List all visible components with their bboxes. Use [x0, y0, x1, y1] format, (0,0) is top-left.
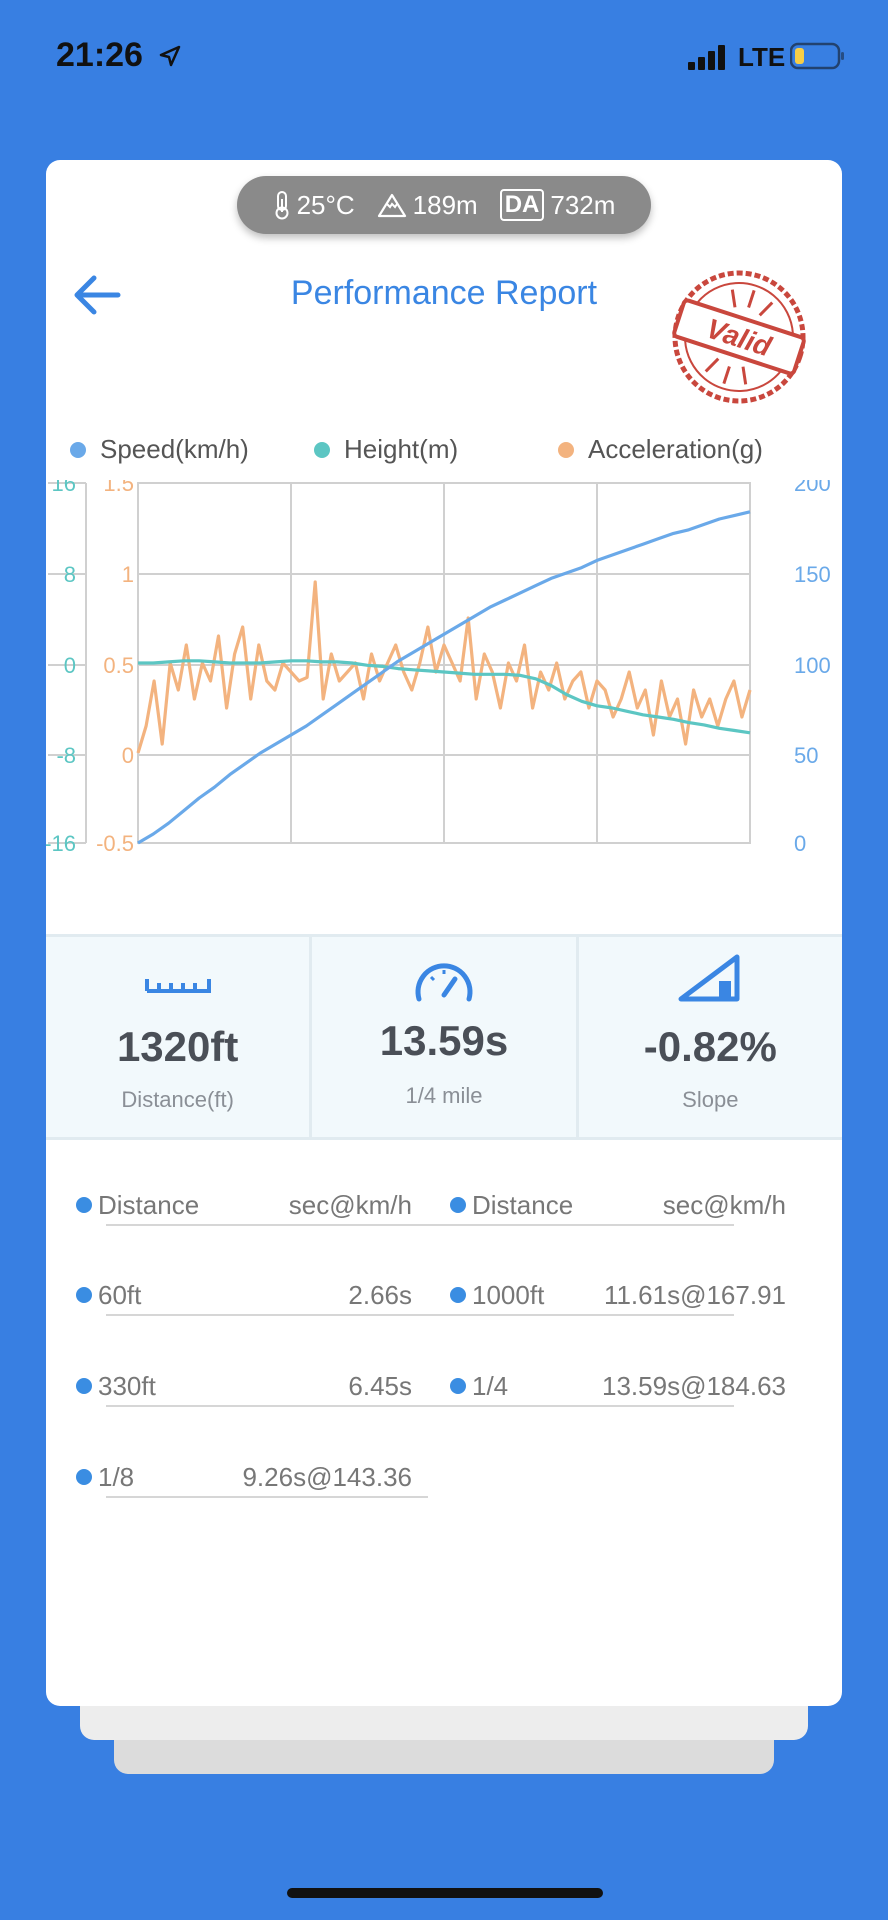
split-value: 9.26s@143.36: [242, 1462, 412, 1492]
split-dot: [76, 1197, 92, 1213]
split-value: 6.45s: [348, 1371, 412, 1401]
stats-row: 1320ft Distance(ft) 13.59s 1/4 mile -0.8…: [46, 934, 842, 1140]
split-value: 11.61s@167.91: [603, 1280, 786, 1310]
stat-quarter-mile-label: 1/4 mile: [405, 1083, 483, 1108]
valid-stamp-icon: Valid: [672, 270, 806, 404]
split-header-name: Distance: [472, 1190, 574, 1220]
split-header-name: Distance: [98, 1190, 200, 1220]
split-value: 13.59s@184.63: [602, 1371, 786, 1401]
split-name: 1000ft: [472, 1280, 545, 1310]
thermometer-icon: [275, 191, 289, 220]
legend-acceleration-label: Acceleration(g): [588, 434, 763, 464]
ruler-icon: [144, 979, 211, 993]
speed-tick-label: 150: [794, 562, 831, 587]
report-card: 25°C 189m DA 732m Performance Report: [46, 160, 842, 1706]
split-row: 1000ft 11.61s@167.91: [450, 1254, 786, 1344]
split-dot: [450, 1197, 466, 1213]
speed-tick-label: 50: [794, 743, 818, 768]
height-tick-label: -16: [46, 831, 76, 856]
split-divider: [106, 1496, 428, 1498]
legend-height-dot: [314, 441, 330, 458]
speed-tick-label: 0: [794, 831, 806, 856]
accel-tick-label: 1: [122, 562, 134, 587]
split-name: 1/4: [472, 1371, 509, 1401]
legend-speed-dot: [70, 441, 86, 458]
legend-speed-label: Speed(km/h): [100, 434, 249, 464]
split-dot: [450, 1287, 466, 1303]
split-dot: [76, 1469, 92, 1485]
height-tick-label: 8: [64, 562, 76, 587]
accel-tick-label: 0.5: [103, 653, 134, 678]
split-row: 1/4 13.59s@184.63: [450, 1345, 786, 1435]
da-badge-icon: DA: [499, 189, 545, 221]
legend-acceleration: Acceleration(g): [558, 434, 763, 465]
speed-tick-label: 100: [794, 653, 831, 678]
chart-legend: Speed(km/h) Height(m) Acceleration(g): [70, 434, 830, 474]
stat-slope: -0.82% Slope: [575, 937, 842, 1137]
density-altitude-value: 732m: [550, 189, 616, 220]
split-divider: [106, 1224, 734, 1226]
cellular-signal-icon: [688, 45, 725, 70]
legend-height-label: Height(m): [344, 434, 459, 464]
split-header-value: sec@km/h: [288, 1190, 412, 1220]
stat-quarter-mile: 13.59s 1/4 mile: [309, 937, 575, 1137]
status-bar: 21:26 LTE: [0, 0, 888, 110]
home-indicator[interactable]: [287, 1888, 603, 1898]
split-divider: [106, 1314, 734, 1316]
splits-header-left: Distance sec@km/h: [76, 1164, 412, 1254]
height-line: [138, 659, 751, 735]
conditions-pill: 25°C 189m DA 732m: [237, 176, 651, 234]
mountain-icon: [377, 193, 406, 218]
accel-tick-label: 1.5: [103, 480, 134, 496]
stat-distance: 1320ft Distance(ft): [46, 937, 309, 1137]
accel-tick-label: -0.5: [96, 831, 134, 856]
legend-height: Height(m): [314, 434, 458, 465]
speedometer-icon: [415, 963, 473, 1002]
splits-header-right: Distance sec@km/h: [450, 1164, 786, 1254]
density-altitude-item: DA 732m: [499, 189, 616, 221]
legend-acceleration-dot: [558, 441, 574, 458]
accel-tick-label: 0: [122, 743, 134, 768]
split-header-value: sec@km/h: [662, 1190, 786, 1220]
temperature-item: 25°C: [273, 190, 355, 221]
split-name: 330ft: [98, 1371, 156, 1401]
split-row: 1/8 9.26s@143.36: [76, 1436, 412, 1526]
split-value: 2.66s: [348, 1280, 412, 1310]
back-arrow-icon[interactable]: [66, 264, 128, 326]
status-time: 21:26: [56, 36, 143, 74]
performance-chart: 16 8 0 -8 -16 1.5 1 0.5 0 -0.5 200 150 100 50 0: [46, 480, 831, 856]
height-tick-label: 0: [64, 653, 76, 678]
speed-tick-label: 200: [794, 480, 831, 496]
speed-line: [137, 510, 751, 845]
battery-icon: [790, 42, 844, 70]
stat-slope-value: -0.82%: [643, 1023, 777, 1070]
split-row: 60ft 2.66s: [76, 1254, 412, 1344]
altitude-item: 189m: [377, 190, 478, 221]
stat-distance-value: 1320ft: [116, 1023, 239, 1070]
altitude-value: 189m: [412, 189, 478, 220]
split-name: 60ft: [98, 1280, 142, 1310]
split-dot: [76, 1287, 92, 1303]
slope-icon: [678, 954, 740, 1002]
split-row: 330ft 6.45s: [76, 1345, 412, 1435]
temperature-value: 25°C: [296, 189, 355, 220]
split-dot: [450, 1378, 466, 1394]
acceleration-line: [136, 580, 752, 754]
stat-quarter-mile-value: 13.59s: [379, 1017, 509, 1064]
split-dot: [76, 1378, 92, 1394]
height-tick-label: 16: [52, 480, 76, 496]
legend-speed: Speed(km/h): [70, 434, 249, 465]
network-type: LTE: [738, 42, 786, 72]
height-tick-label: -8: [56, 743, 76, 768]
stat-slope-label: Slope: [682, 1087, 739, 1112]
split-name: 1/8: [98, 1462, 135, 1492]
stat-distance-label: Distance(ft): [121, 1087, 234, 1112]
page-title: Performance Report: [290, 274, 598, 312]
location-arrow-icon: [159, 45, 181, 67]
split-divider: [106, 1405, 734, 1407]
